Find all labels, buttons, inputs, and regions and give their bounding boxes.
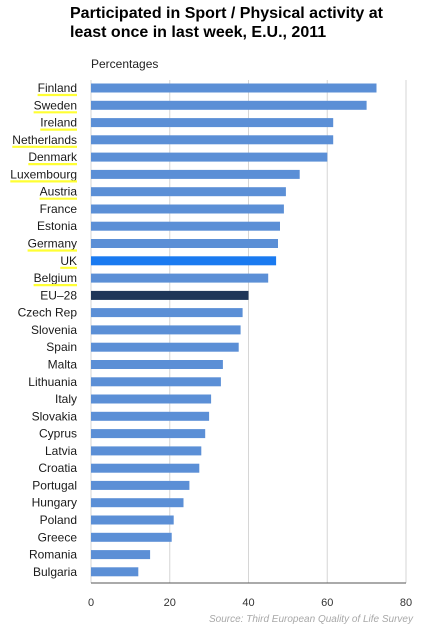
bar-sweden: [91, 100, 367, 110]
category-label: Slovenia: [31, 323, 77, 337]
x-tick-label: 80: [400, 597, 412, 609]
bar-germany: [91, 239, 278, 248]
category-label: Lithuania: [28, 375, 77, 389]
bar-hungary: [91, 498, 184, 508]
bar-croatia: [91, 463, 200, 473]
bar-netherlands: [91, 135, 334, 145]
category-label: Ireland: [40, 116, 77, 130]
bar-bulgaria: [91, 567, 139, 577]
bar-malta: [91, 360, 223, 369]
bar-denmark: [91, 152, 328, 162]
category-label: Luxembourg: [10, 167, 77, 181]
category-label: Poland: [40, 513, 77, 527]
category-label: Belgium: [34, 271, 77, 285]
bar-greece: [91, 532, 172, 542]
bar-czech-rep: [91, 308, 243, 318]
category-label: Hungary: [32, 496, 77, 510]
chart-title: Participated in Sport / Physical activit…: [70, 5, 383, 41]
category-label: Czech Rep: [18, 306, 78, 320]
category-label: Netherlands: [12, 133, 77, 147]
bar-slovenia: [91, 325, 241, 335]
category-label: Greece: [38, 530, 78, 544]
bar-eu-28: [91, 290, 249, 300]
category-label: EU–28: [40, 288, 77, 302]
bar-slovakia: [91, 411, 210, 421]
category-label: Cyprus: [39, 427, 77, 441]
bar-portugal: [91, 480, 190, 490]
category-label: Sweden: [34, 98, 77, 112]
bars-layer: [91, 83, 377, 577]
category-label: Finland: [38, 81, 77, 95]
bar-france: [91, 204, 284, 214]
category-label: Slovakia: [32, 409, 78, 423]
source-note: Source: Third European Quality of Life S…: [209, 614, 414, 625]
y-axis-label: Percentages: [91, 57, 158, 71]
category-label: Malta: [48, 358, 78, 372]
x-tick-label: 20: [164, 597, 176, 609]
bar-ireland: [91, 118, 334, 128]
x-tick-label: 0: [88, 597, 94, 609]
bar-uk: [91, 256, 277, 266]
bar-italy: [91, 394, 212, 404]
category-label: France: [40, 202, 78, 216]
bar-cyprus: [91, 429, 206, 439]
bar-romania: [91, 550, 151, 560]
bar-finland: [91, 83, 377, 93]
category-label: Latvia: [45, 444, 77, 458]
x-tick-label: 60: [321, 597, 333, 609]
category-label: Germany: [28, 237, 77, 251]
bar-austria: [91, 187, 286, 197]
x-tick-label: 40: [242, 597, 254, 609]
category-label: Croatia: [38, 461, 77, 475]
bar-luxembourg: [91, 169, 300, 179]
category-label: Estonia: [37, 219, 77, 233]
bar-lithuania: [91, 377, 221, 387]
x-axis-ticks: 0 20 40 60 80: [88, 597, 412, 609]
category-label: Italy: [55, 392, 77, 406]
bar-latvia: [91, 446, 202, 456]
bar-estonia: [91, 221, 280, 231]
category-label: Denmark: [28, 150, 78, 164]
category-label: Spain: [46, 340, 77, 354]
bar-belgium: [91, 273, 269, 283]
category-label: UK: [60, 254, 77, 268]
bar-spain: [91, 342, 239, 352]
category-label: Bulgaria: [33, 565, 77, 579]
category-label: Romania: [29, 548, 77, 562]
bar-poland: [91, 515, 174, 525]
category-label: Portugal: [32, 478, 77, 492]
category-labels: Finland Sweden Ireland Netherlands Denmark Lu…: [10, 81, 78, 579]
category-label: Austria: [40, 185, 78, 199]
